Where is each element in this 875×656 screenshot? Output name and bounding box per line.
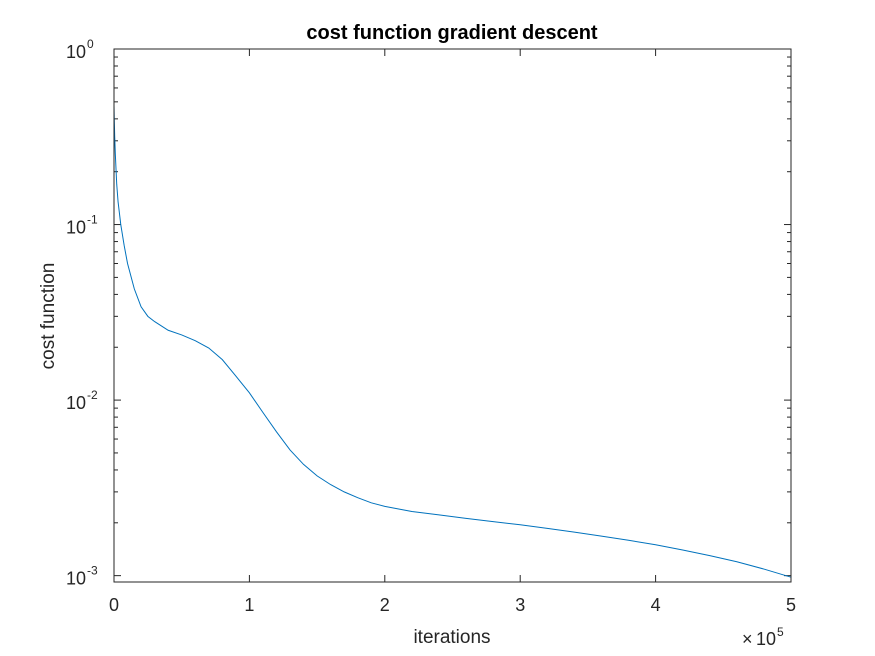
axes-box xyxy=(113,48,792,583)
y-tick-label-base: 10 xyxy=(66,218,86,238)
x-tick-label: 4 xyxy=(651,595,661,615)
x-tick-label: 1 xyxy=(244,595,254,615)
x-axis-label: iterations xyxy=(413,627,490,648)
y-tick-label-exponent: -1 xyxy=(87,213,98,227)
y-tick-label-base: 10 xyxy=(66,569,86,589)
y-tick-label-exponent: -2 xyxy=(87,388,98,402)
y-tick-label: 10 -2 xyxy=(66,388,98,413)
y-axis-label: cost function xyxy=(38,263,59,370)
x-tick-label: 0 xyxy=(109,595,119,615)
x-tick-labels: 0 1 2 3 4 5 xyxy=(109,595,796,615)
chart-title: cost function gradient descent xyxy=(306,22,597,44)
y-tick-label-base: 10 xyxy=(66,393,86,413)
y-tick-label: 10 0 xyxy=(66,37,94,62)
plot-area xyxy=(113,48,792,583)
y-tick-label-base: 10 xyxy=(66,42,86,62)
y-tick-label: 10 -1 xyxy=(66,213,98,238)
x-multiplier-times: × xyxy=(742,629,753,649)
x-tick-label: 5 xyxy=(786,595,796,615)
y-tick-label-exponent: -3 xyxy=(87,564,98,578)
y-tick-label: 10 -3 xyxy=(66,564,98,589)
x-tick-label: 3 xyxy=(515,595,525,615)
x-multiplier: × 10 5 xyxy=(742,625,784,649)
x-multiplier-base: 10 xyxy=(756,629,776,649)
x-tick-label: 2 xyxy=(380,595,390,615)
series-line-cost xyxy=(113,104,792,578)
axes-background xyxy=(114,49,791,582)
y-tick-label-exponent: 0 xyxy=(87,37,94,51)
x-multiplier-exponent: 5 xyxy=(777,625,784,639)
